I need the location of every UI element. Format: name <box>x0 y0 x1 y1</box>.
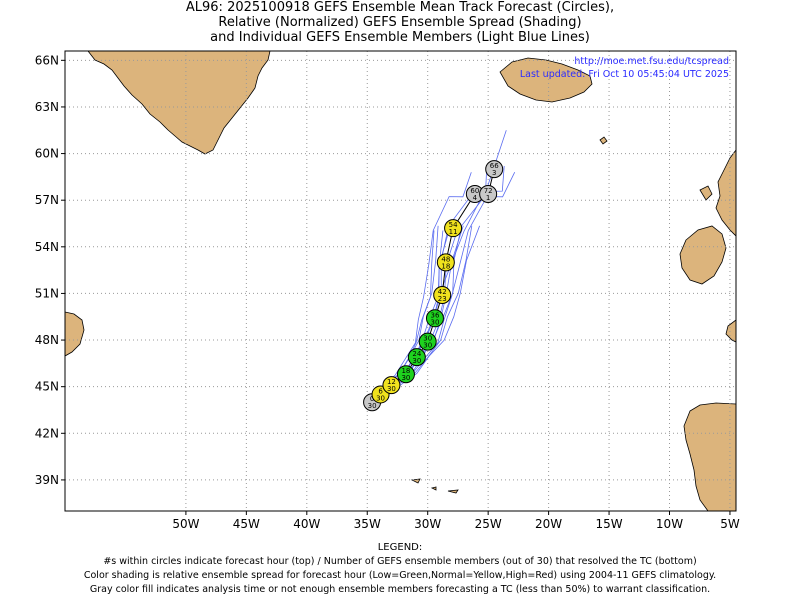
track-point: 721 <box>479 184 498 203</box>
member-count-label: 18 <box>441 262 450 270</box>
member-count-label: 1 <box>486 194 490 202</box>
title-line-2: Relative (Normalized) GEFS Ensemble Spre… <box>218 15 582 30</box>
member-count-label: 30 <box>368 402 377 410</box>
lon-tick-label: 25W <box>475 517 502 531</box>
scottish-isles <box>699 185 713 201</box>
greenland-landmass <box>87 51 271 155</box>
lon-tick-label: 5W <box>720 517 740 531</box>
member-count-label: 3 <box>492 169 496 177</box>
track-point-circle <box>425 309 444 328</box>
map-frame <box>64 50 737 512</box>
member-count-label: 30 <box>412 357 421 365</box>
land-layer <box>65 51 736 511</box>
france-coast <box>725 319 736 343</box>
longitude-labels: 50W 45W 40W 35W 30W 25W 20W 15W 10W 5W <box>172 517 740 531</box>
latitude-labels: 66N 63N 60N 57N 54N 51N 48N 45N 42N 39N <box>35 53 59 487</box>
lon-tick-label: 30W <box>414 517 441 531</box>
faroe-islands <box>599 136 608 145</box>
member-count-label: 4 <box>473 194 478 202</box>
azores-island-2 <box>430 486 437 491</box>
track-point-circle <box>436 253 455 272</box>
iceland-landmass <box>499 57 593 103</box>
azores-island-3 <box>447 489 459 494</box>
lon-tick-label: 45W <box>233 517 260 531</box>
member-count-label: 30 <box>387 385 396 393</box>
forecast-hour-label: 0 <box>370 395 374 403</box>
iberia-landmass <box>683 402 736 511</box>
lat-tick-label: 42N <box>35 426 59 440</box>
member-count-label: 11 <box>449 228 458 236</box>
track-point: 663 <box>485 160 504 179</box>
forecast-hour-label: 66 <box>490 162 499 170</box>
track-point-circle <box>485 160 504 179</box>
forecast-hour-label: 18 <box>401 367 410 375</box>
lat-tick-label: 48N <box>35 333 59 347</box>
lon-tick-label: 35W <box>354 517 381 531</box>
credit-url[interactable]: http://moe.met.fsu.edu/tcspread <box>574 56 729 67</box>
lat-tick-label: 63N <box>35 100 59 114</box>
forecast-hour-label: 60 <box>470 187 479 195</box>
lat-tick-label: 54N <box>35 240 59 254</box>
legend-line-3: Gray color fill indicates analysis time … <box>89 584 711 595</box>
track-point-circle <box>396 365 415 384</box>
forecast-hour-label: 42 <box>438 288 447 296</box>
track-point-circle <box>444 219 463 238</box>
member-count-label: 30 <box>376 394 385 402</box>
title-line-1: AL96: 2025100918 GEFS Ensemble Mean Trac… <box>185 0 615 15</box>
lat-tick-label: 66N <box>35 53 59 67</box>
graticule <box>61 51 736 515</box>
lat-tick-label: 45N <box>35 380 59 394</box>
lon-tick-label: 50W <box>172 517 199 531</box>
ireland-landmass <box>679 225 727 285</box>
forecast-hour-label: 48 <box>441 255 450 263</box>
forecast-hour-label: 54 <box>449 221 458 229</box>
forecast-hour-label: 6 <box>378 387 383 395</box>
forecast-hour-label: 12 <box>387 378 396 386</box>
lat-tick-label: 39N <box>35 473 59 487</box>
track-point-circle <box>479 184 498 203</box>
forecast-hour-label: 30 <box>423 335 432 343</box>
track-point-circle <box>382 376 401 395</box>
track-point-circle <box>407 348 426 367</box>
lon-tick-label: 20W <box>535 517 562 531</box>
member-count-label: 30 <box>401 374 410 382</box>
lat-tick-label: 57N <box>35 193 59 207</box>
legend-heading: LEGEND: <box>377 542 423 553</box>
forecast-hour-label: 72 <box>484 187 493 195</box>
lat-tick-label: 51N <box>35 286 59 300</box>
mean-track: 0306301230183024303030363042234818541160… <box>363 160 504 412</box>
track-point-circle <box>418 332 437 351</box>
great-britain-landmass <box>715 149 736 237</box>
lon-tick-label: 15W <box>595 517 622 531</box>
legend-line-2: Color shading is relative ensemble sprea… <box>83 570 717 581</box>
member-count-label: 23 <box>438 295 447 303</box>
lon-tick-label: 40W <box>293 517 320 531</box>
member-count-label: 30 <box>430 318 439 326</box>
forecast-hour-label: 24 <box>412 350 421 358</box>
last-updated: Last updated: Fri Oct 10 05:45:04 UTC 20… <box>520 69 729 80</box>
lat-tick-label: 60N <box>35 147 59 161</box>
legend-line-1: #s within circles indicate forecast hour… <box>103 556 697 567</box>
lon-tick-label: 10W <box>656 517 683 531</box>
member-count-label: 30 <box>423 342 432 350</box>
newfoundland-landmass <box>65 311 85 357</box>
forecast-hour-label: 36 <box>430 311 439 319</box>
title-line-3: and Individual GEFS Ensemble Members (Li… <box>210 30 590 45</box>
track-point-circle <box>433 285 452 304</box>
